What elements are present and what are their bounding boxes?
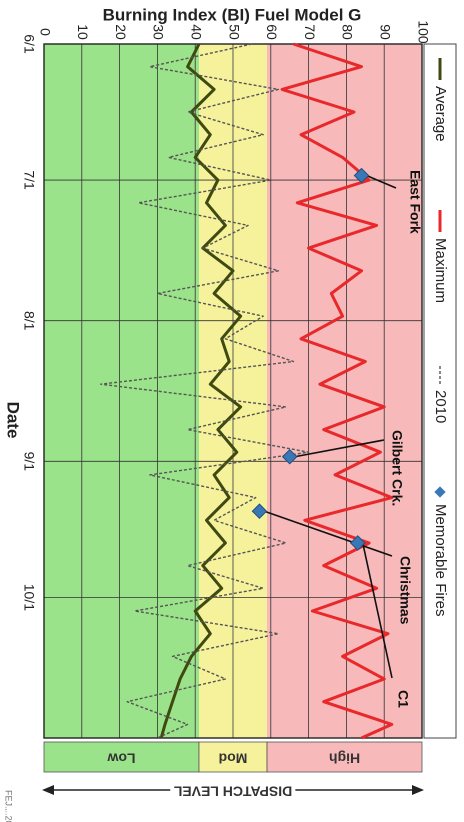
fire-marker-3 (349, 535, 366, 551)
legend-box (423, 43, 457, 739)
x-axis-label: Date (4, 402, 23, 439)
band-high (267, 44, 422, 738)
tick-value-10: 10 (75, 24, 91, 40)
chart-text: Burning Index (BI) Fuel Model G 0 10 20 30 40… (4, 5, 432, 822)
legend-label-2: 2010 (432, 390, 449, 423)
tick-date-4: 10/1 (21, 584, 37, 611)
dispatch-strip: Low Mod High DISPATCH LEVEL (42, 741, 424, 803)
tick-value-90: 90 (377, 24, 393, 40)
plot-frame (43, 43, 423, 739)
fire-pointer-3 (361, 542, 393, 679)
series-lines (99, 42, 394, 740)
tick-value-50: 50 (226, 24, 242, 40)
legend-label-3: Memorable Fires (432, 504, 449, 617)
memorable-fires: East Fork Gilbert Crk. Christmas C1 (251, 167, 423, 708)
dispatch-label-low: Low (107, 750, 135, 766)
fire-marker-1 (281, 448, 298, 465)
tick-value-20: 20 (113, 24, 129, 40)
footnote-1: FEJ.. (4, 790, 14, 811)
fire-pointer-2 (264, 510, 393, 557)
fire-label-3: C1 (395, 690, 411, 708)
tick-value-60: 60 (264, 24, 280, 40)
fire-pointer-0 (366, 174, 397, 189)
tick-date-3: 9/1 (21, 452, 37, 472)
dispatch-level-label: DISPATCH LEVEL (173, 783, 292, 799)
dispatch-mod (198, 741, 268, 773)
footnote-2: ...2011 (4, 808, 14, 822)
dispatch-arrow-head-right (412, 785, 424, 795)
dispatch-low (43, 741, 200, 773)
tick-date-2: 8/1 (21, 311, 37, 331)
fire-label-0: East Fork (407, 170, 423, 234)
dispatch-label-mod: Mod (219, 750, 248, 766)
dispatch-high (266, 741, 423, 773)
legend-label-0: Average (432, 86, 449, 142)
fire-label-2: Christmas (397, 556, 413, 625)
fire-marker-0 (353, 167, 370, 184)
series-2010-line (99, 43, 310, 739)
tick-value-80: 80 (340, 24, 356, 40)
series-average-line (159, 43, 243, 739)
tick-value-70: 70 (302, 24, 318, 40)
tick-value-100: 100 (415, 20, 431, 44)
band-low (44, 44, 199, 738)
grid-lines (43, 43, 423, 739)
chart-title: Burning Index (BI) Fuel Model G (103, 5, 362, 24)
tick-value-0: 0 (37, 28, 53, 36)
tick-date-1: 7/1 (21, 170, 37, 190)
fire-marker-2 (251, 503, 268, 519)
tick-date-0: 6/1 (21, 34, 37, 54)
fire-pointer-1 (294, 439, 385, 458)
dispatch-label-high: High (329, 750, 360, 766)
tick-value-30: 30 (151, 24, 167, 40)
series-maximum-line (280, 42, 394, 740)
dispatch-arrow-head-left (42, 785, 54, 795)
legend: Average Maximum 2010 Memorable Fires (423, 43, 457, 739)
tick-value-40: 40 (188, 24, 204, 40)
fire-label-1: Gilbert Crk. (389, 430, 405, 506)
legend-swatch-3 (434, 486, 446, 498)
legend-label-1: Maximum (432, 238, 449, 303)
